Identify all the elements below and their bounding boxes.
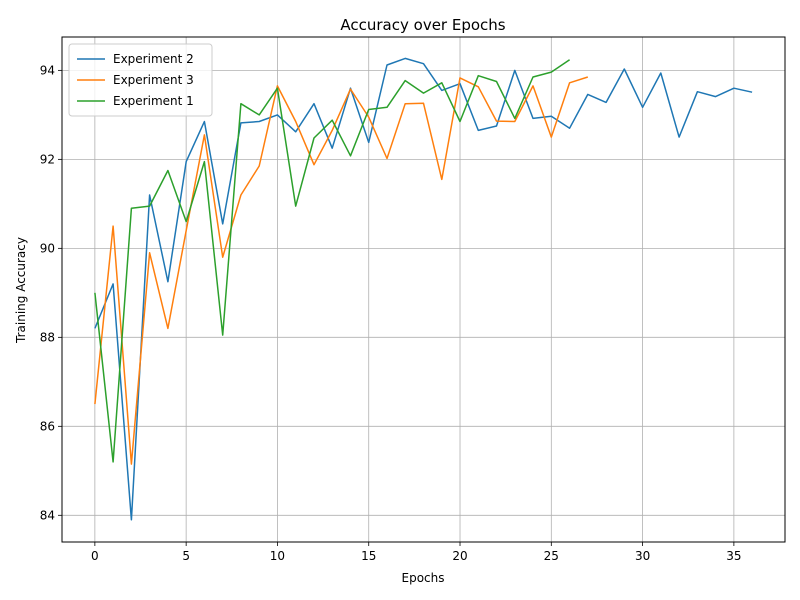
series-line-experiment-3 [94,76,589,465]
legend-label: Experiment 2 [113,52,194,66]
plot-frame [61,36,786,543]
x-tick-label: 30 [635,549,650,563]
y-tick-label: 92 [40,152,55,166]
legend-label: Experiment 1 [113,94,194,108]
axis-ticks: 0 5 10 15 20 25 30 35 84 86 88 90 92 94 [40,63,742,563]
y-tick-label: 94 [40,63,55,77]
y-tick-label: 88 [40,330,55,344]
x-axis-label: Epochs [402,571,445,585]
legend-box [68,43,213,117]
y-tick-label: 86 [40,419,55,433]
x-tick-label: 20 [452,549,467,563]
x-tick-label: 5 [182,549,190,563]
x-tick-label: 15 [361,549,376,563]
legend: Experiment 2 Experiment 3 Experiment 1 [68,43,213,117]
x-tick-label: 0 [91,549,99,563]
y-tick-label: 84 [40,508,55,522]
grid-lines [62,37,785,542]
x-tick-label: 25 [544,549,559,563]
chart-title: Accuracy over Epochs [340,16,505,34]
series-line-experiment-1 [94,59,571,463]
y-axis-label: Training Accuracy [14,237,28,344]
series-lines [94,57,753,521]
x-tick-label: 35 [726,549,741,563]
x-tick-label: 10 [270,549,285,563]
y-tick-label: 90 [40,241,55,255]
series-line-experiment-2 [94,57,753,521]
legend-label: Experiment 3 [113,73,194,87]
